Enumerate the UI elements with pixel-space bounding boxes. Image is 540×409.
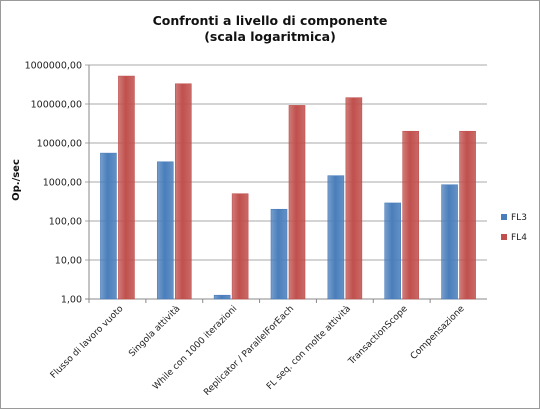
legend-label-fl4: FL4 bbox=[511, 233, 527, 243]
x-tick-label: Flusso di lavoro vuoto bbox=[49, 304, 126, 381]
y-tick-label: 100,00 bbox=[49, 217, 82, 228]
bar-fl4-2 bbox=[175, 84, 191, 299]
bar-fl3-3 bbox=[214, 295, 230, 299]
bar-fl4-5 bbox=[346, 98, 362, 299]
y-tick-label: 1000,00 bbox=[43, 178, 82, 189]
bar-fl4-1 bbox=[118, 76, 134, 299]
x-tick-label: Compensazione bbox=[409, 304, 467, 362]
y-axis-label: Op./sec bbox=[11, 159, 22, 201]
bar-fl4-3 bbox=[232, 194, 248, 299]
legend-swatch-fl4 bbox=[501, 234, 507, 240]
y-tick-label: 10,00 bbox=[55, 256, 82, 267]
bar-fl3-5 bbox=[328, 176, 344, 299]
legend-swatch-fl3 bbox=[501, 214, 507, 220]
y-tick-label: 10000,00 bbox=[37, 139, 82, 150]
x-tick-label: Singola attività bbox=[127, 304, 182, 359]
bar-fl4-7 bbox=[460, 131, 476, 299]
bar-fl4-4 bbox=[289, 105, 305, 299]
bar-fl3-1 bbox=[100, 153, 116, 299]
bar-fl4-6 bbox=[403, 131, 419, 299]
bar-fl3-6 bbox=[385, 203, 401, 299]
bar-fl3-4 bbox=[271, 209, 287, 299]
y-tick-label: 1000000,00 bbox=[25, 61, 82, 72]
bar-fl3-2 bbox=[157, 162, 173, 299]
legend-label-fl3: FL3 bbox=[511, 213, 527, 223]
y-tick-label: 1,00 bbox=[61, 295, 82, 306]
y-tick-label: 100000,00 bbox=[31, 100, 82, 111]
bar-fl3-7 bbox=[442, 185, 458, 299]
x-tick-label: Replicator / ParallelForEach bbox=[202, 304, 296, 398]
x-tick-label: TransactionScope bbox=[346, 304, 410, 368]
